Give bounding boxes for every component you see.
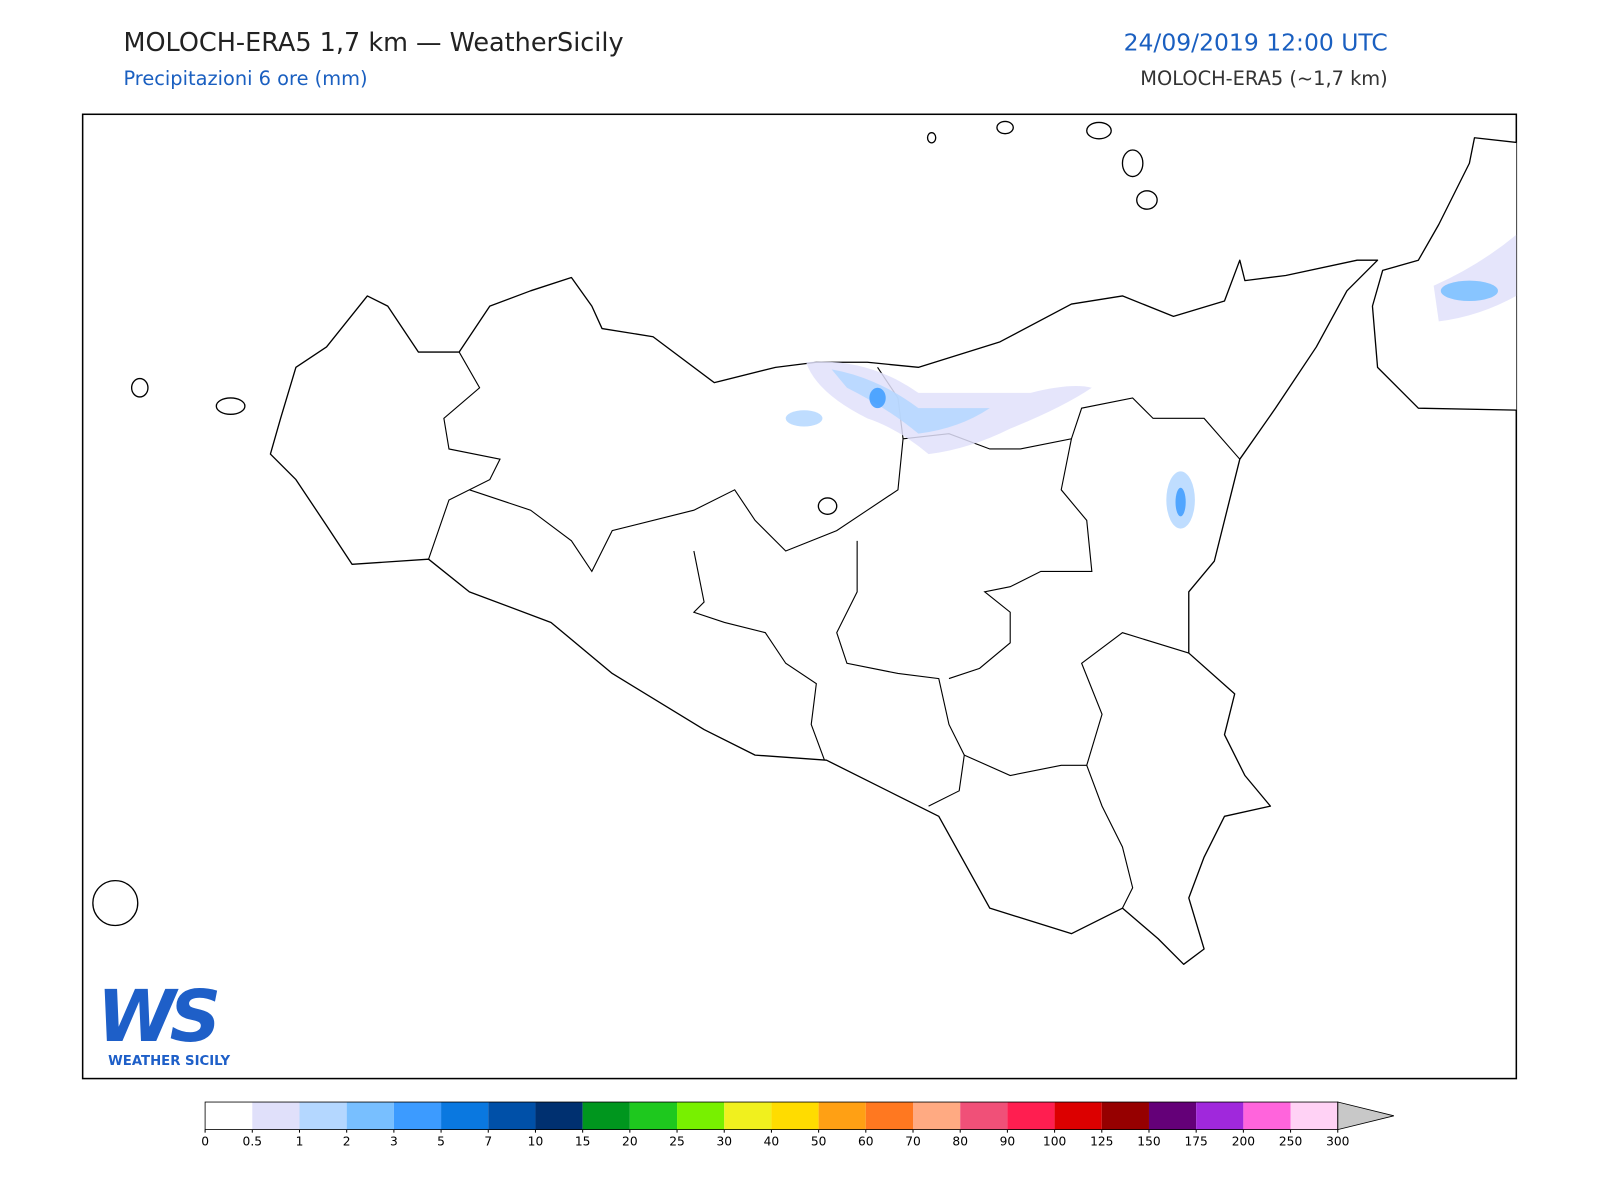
colorbar-tick-label: 80 [952, 1134, 968, 1148]
colorbar-bin [1101, 1102, 1149, 1130]
colorbar-bin [1054, 1102, 1102, 1130]
colorbar-tick-label: 15 [575, 1134, 591, 1148]
colorbar: 0 0.5 1 2 3 5 7 10 15 20 25 30 40 50 60 70 80 90 100 125 150… [201, 1101, 1394, 1148]
colorbar-bin [1148, 1102, 1197, 1130]
colorbar-extend [1337, 1101, 1394, 1131]
colorbar-bin [771, 1102, 819, 1130]
colorbar-bin [1290, 1102, 1338, 1130]
colorbar-bin [1007, 1102, 1055, 1130]
colorbar-bin [1243, 1102, 1291, 1130]
colorbar-bin [488, 1102, 536, 1130]
colorbar-tick-label: 40 [764, 1134, 780, 1148]
colorbar-tick-label: 30 [716, 1134, 732, 1148]
colorbar-tick-label: 0 [201, 1134, 209, 1148]
logo: WS WEATHER SICILY [97, 975, 231, 1069]
colorbar-bin [960, 1102, 1008, 1130]
colorbar-tick-label: 25 [669, 1134, 685, 1148]
datetime: 24/09/2019 12:00 UTC [1124, 28, 1388, 56]
colorbar-tick-label: 2 [343, 1134, 351, 1148]
colorbar-tick-label: 10 [528, 1134, 544, 1148]
colorbar-bin [677, 1102, 725, 1130]
subtitle: Precipitazioni 6 ore (mm) [123, 67, 367, 90]
colorbar-tick-label: 5 [437, 1134, 445, 1148]
colorbar-bin [299, 1102, 347, 1130]
colorbar-tick-label: 20 [622, 1134, 638, 1148]
colorbar-bin [393, 1102, 442, 1130]
colorbar-tick-label: 7 [484, 1134, 492, 1148]
colorbar-bin [724, 1102, 772, 1130]
colorbar-bin [818, 1102, 866, 1130]
title: MOLOCH-ERA5 1,7 km — WeatherSicily [123, 28, 623, 58]
colorbar-tick-label: 90 [1000, 1134, 1016, 1148]
logo-mark: WS [97, 975, 218, 1058]
colorbar-bin [441, 1102, 489, 1130]
colorbar-bin [205, 1102, 253, 1130]
colorbar-tick-label: 300 [1326, 1134, 1349, 1148]
colorbar-bin [913, 1102, 961, 1130]
colorbar-bin [535, 1102, 583, 1130]
colorbar-tick-label: 1 [296, 1134, 304, 1148]
colorbar-bin [582, 1102, 630, 1130]
colorbar-tick-label: 50 [811, 1134, 827, 1148]
colorbar-tick-label: 3 [390, 1134, 398, 1148]
colorbar-tick-label: 60 [858, 1134, 874, 1148]
colorbar-tick-label: 70 [905, 1134, 921, 1148]
colorbar-bin [346, 1102, 394, 1130]
colorbar-bin [629, 1102, 678, 1130]
colorbar-tick-label: 0.5 [243, 1134, 262, 1148]
colorbar-tick-label: 250 [1279, 1134, 1302, 1148]
map: WS WEATHER SICILY [81, 113, 1518, 1080]
colorbar-tick-label: 100 [1043, 1134, 1066, 1148]
colorbar-tick-label: 200 [1232, 1134, 1255, 1148]
colorbar-tick-label: 150 [1137, 1134, 1160, 1148]
model-label: MOLOCH-ERA5 (~1,7 km) [1140, 67, 1388, 90]
colorbar-bin [1196, 1102, 1244, 1130]
colorbar-bin [252, 1102, 300, 1130]
logo-text: WEATHER SICILY [108, 1054, 230, 1069]
colorbar-bin [865, 1102, 914, 1130]
colorbar-tick-label: 175 [1184, 1134, 1207, 1148]
colorbar-tick-label: 125 [1090, 1134, 1113, 1148]
